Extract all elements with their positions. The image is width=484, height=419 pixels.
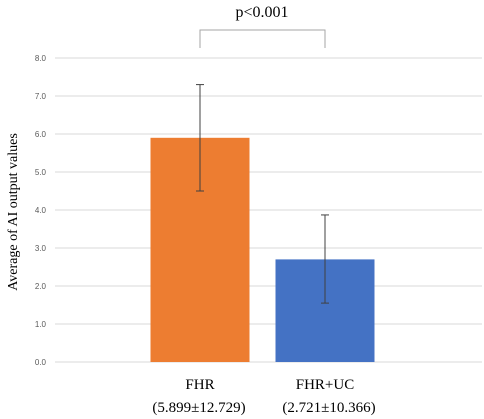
- error-bar: [196, 84, 204, 192]
- y-tick-label: 1.0: [35, 320, 47, 329]
- y-tick-label: 5.0: [35, 168, 47, 177]
- y-tick-label: 2.0: [35, 282, 47, 291]
- x-category-label-fhr: FHR: [185, 377, 214, 393]
- y-tick-label: 3.0: [35, 244, 47, 253]
- bars: [150, 137, 375, 362]
- y-tick-label: 7.0: [35, 92, 47, 101]
- error-bars: [196, 84, 329, 304]
- y-tick-label: 0.0: [35, 358, 47, 367]
- y-tick-labels: 0.0 1.0 2.0 3.0 4.0 5.0 6.0 7.0 8.0: [35, 54, 47, 367]
- x-category-sublabel-fhr-uc: (2.721±10.366): [282, 400, 375, 416]
- x-category-label-fhr-uc: FHR+UC: [296, 377, 354, 393]
- x-category-sublabel-fhr: (5.899±12.729): [152, 400, 245, 416]
- y-axis-label: Average of AI output values: [6, 133, 21, 291]
- error-bar: [321, 214, 329, 304]
- y-tick-label: 4.0: [35, 206, 47, 215]
- significance-label: p<0.001: [235, 4, 288, 21]
- significance-bracket: [199, 29, 326, 48]
- gridlines: [55, 57, 482, 363]
- y-tick-label: 6.0: [35, 130, 47, 139]
- y-tick-label: 8.0: [35, 54, 47, 63]
